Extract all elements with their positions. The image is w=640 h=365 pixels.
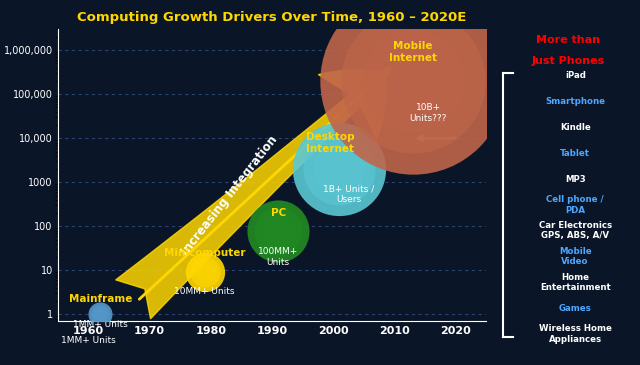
Y-axis label: Devices / Users (MM in Log Scale): Devices / Users (MM in Log Scale) — [0, 93, 1, 258]
Text: 1MM+ Units: 1MM+ Units — [61, 335, 116, 345]
Text: Cell phone /
PDA: Cell phone / PDA — [547, 195, 604, 215]
Text: Wireless Home
Appliances: Wireless Home Appliances — [539, 324, 612, 343]
Point — [334, 166, 344, 172]
Point — [200, 269, 210, 275]
Point — [273, 228, 284, 234]
Point — [95, 311, 106, 317]
Text: Kindle: Kindle — [560, 123, 591, 132]
Text: Smartphone: Smartphone — [545, 97, 605, 106]
Text: Tablet: Tablet — [560, 149, 590, 158]
Text: PC: PC — [271, 208, 285, 218]
Point — [408, 78, 418, 84]
Text: 1B+ Units /
Users: 1B+ Units / Users — [323, 184, 374, 204]
Point — [95, 311, 106, 317]
Text: 100MM+
Units: 100MM+ Units — [258, 247, 298, 266]
Point — [408, 78, 418, 84]
Text: Mainframe: Mainframe — [68, 294, 132, 304]
Text: Mobile
Internet: Mobile Internet — [389, 41, 437, 63]
Text: MP3: MP3 — [565, 174, 586, 184]
Text: Desktop
Internet: Desktop Internet — [306, 132, 355, 154]
Text: Minicomputer: Minicomputer — [164, 247, 245, 258]
Point — [95, 311, 106, 317]
Text: 10MM+ Units: 10MM+ Units — [174, 287, 235, 296]
Text: Increasing Integration: Increasing Integration — [179, 133, 280, 258]
Text: Car Electronics
GPS, ABS, A/V: Car Electronics GPS, ABS, A/V — [539, 221, 612, 241]
Text: Games: Games — [559, 304, 591, 313]
Point — [273, 228, 284, 234]
Point — [200, 269, 210, 275]
Text: Mobile
Video: Mobile Video — [559, 247, 591, 266]
Point — [334, 166, 344, 172]
Point — [200, 269, 210, 275]
Point — [273, 228, 284, 234]
Text: More than: More than — [536, 35, 600, 45]
Title: Computing Growth Drivers Over Time, 1960 – 2020E: Computing Growth Drivers Over Time, 1960… — [77, 11, 467, 24]
Text: 1MM+ Units: 1MM+ Units — [73, 320, 128, 329]
Text: Home
Entertainment: Home Entertainment — [540, 273, 611, 292]
Text: iPad: iPad — [564, 72, 586, 80]
Point — [408, 78, 418, 84]
Text: 10B+
Units???: 10B+ Units??? — [410, 103, 447, 123]
Point — [334, 166, 344, 172]
Text: Just Phones: Just Phones — [531, 55, 605, 66]
